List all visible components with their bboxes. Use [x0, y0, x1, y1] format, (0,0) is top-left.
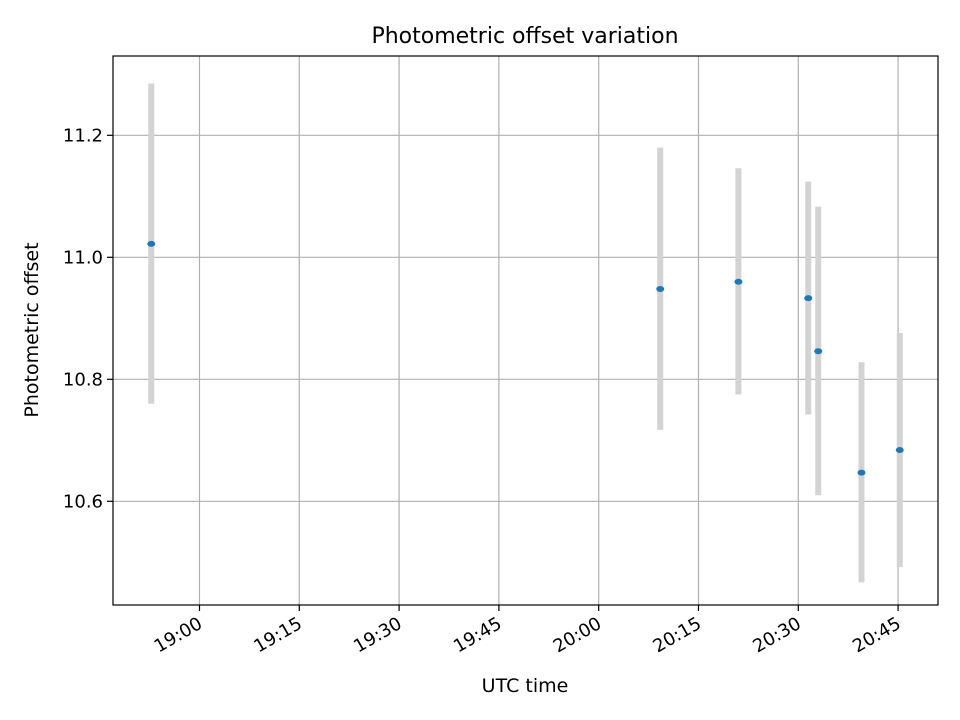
data-point: [814, 348, 823, 355]
y-axis-ticks: 10.6 10.8 11.0 11.2: [63, 125, 113, 512]
data-point: [857, 469, 866, 476]
chart-title: Photometric offset variation: [371, 24, 678, 49]
data-point: [147, 240, 156, 247]
data-point: [656, 286, 665, 293]
y-tick-label: 10.8: [63, 369, 103, 390]
x-axis-label: UTC time: [482, 675, 569, 697]
data-point: [734, 278, 743, 285]
y-tick-label: 11.0: [63, 247, 103, 268]
data-point: [895, 447, 904, 454]
plot-frame: [112, 55, 939, 606]
data-points: [147, 240, 904, 476]
y-tick-label: 10.6: [63, 491, 103, 512]
grid: [113, 56, 938, 605]
data-point: [804, 295, 813, 302]
y-tick-label: 11.2: [63, 125, 103, 146]
y-axis-label: Photometric offset: [21, 242, 43, 417]
